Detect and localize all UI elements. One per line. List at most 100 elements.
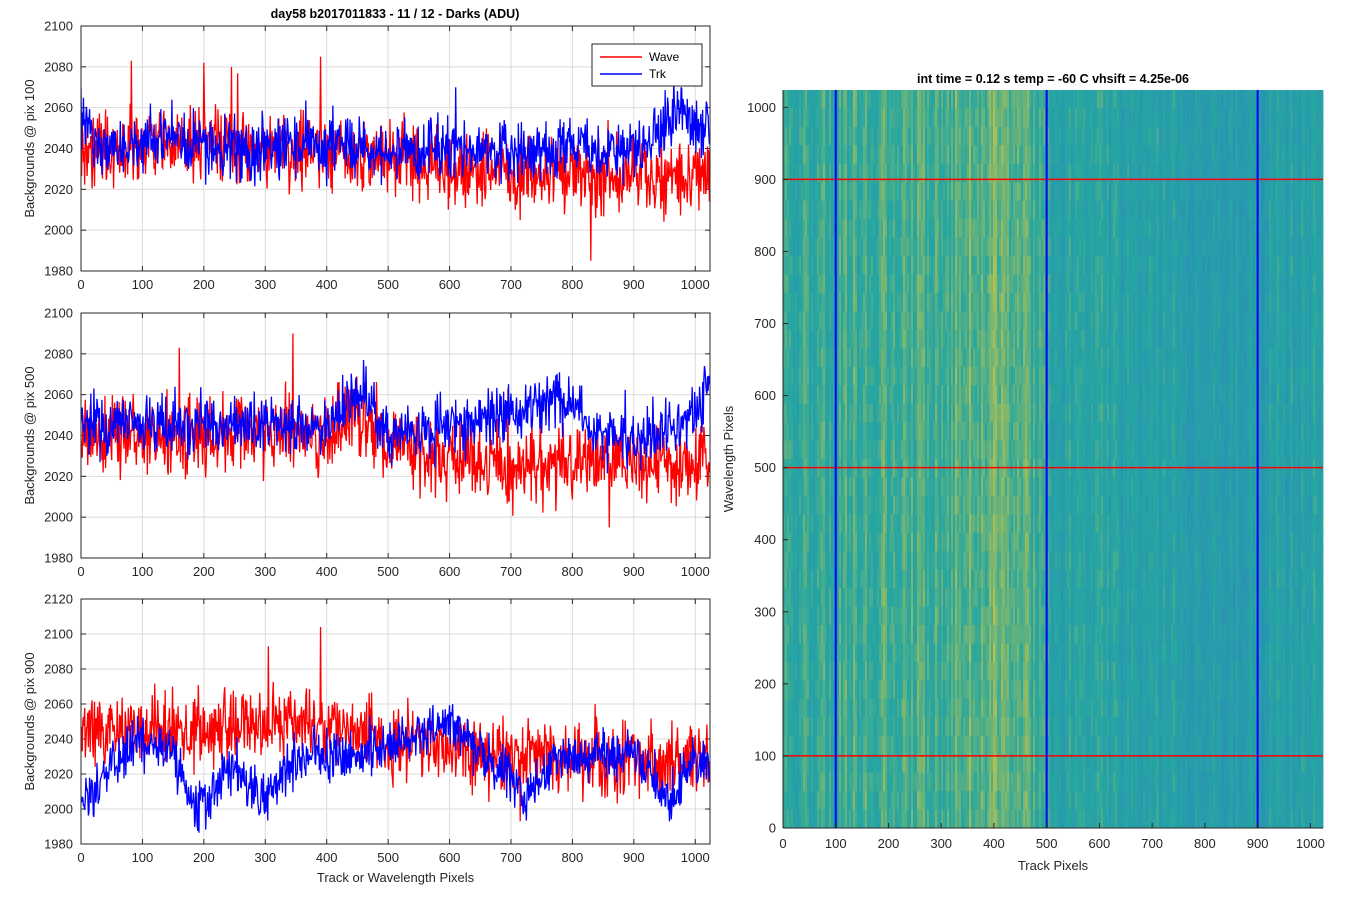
heatmap-cell [785,514,788,534]
heatmap-cell [869,145,872,165]
heatmap-cell [841,200,844,220]
heatmap-cell [793,698,796,718]
heatmap-cell [907,809,910,829]
heatmap-cell [933,514,936,534]
heatmap-cell [1001,348,1004,368]
heatmap-cell [983,292,986,312]
heatmap-cell [1013,90,1016,109]
heatmap-cell [807,569,810,589]
heatmap-cell [887,292,890,312]
heatmap-cell [849,588,852,607]
heatmap-cell [937,422,940,441]
heatmap-cell [967,606,970,626]
heatmap-cell [951,588,954,607]
heatmap-cell [993,440,996,460]
heatmap-cell [939,329,942,349]
heatmap-cell [985,90,988,109]
heatmap-cell [973,329,976,349]
heatmap-cell [985,459,988,478]
heatmap-cell [853,440,856,460]
heatmap-cell [953,182,956,202]
heatmap-cell [929,717,932,737]
heatmap-cell [867,754,870,774]
heatmap-cell [839,477,842,497]
heatmap-cell [839,126,842,146]
heatmap-cell [789,182,792,202]
heatmap-cell [881,403,884,423]
heatmap-cell [933,625,936,644]
heatmap-cell [851,385,854,405]
y-tick-label: 2080 [44,346,73,361]
heatmap-cell [861,551,864,571]
heatmap-cell [795,772,798,792]
heatmap-cell [841,625,844,644]
heatmap-cell [973,772,976,792]
heatmap-cell [851,440,854,460]
heatmap-cell [967,126,970,146]
heatmap-cell [923,477,926,497]
heatmap-cell [897,348,900,368]
heatmap-cell [951,698,954,718]
heatmap-cell [963,532,966,552]
heatmap-cell [857,495,860,515]
heatmap-cell [783,661,786,681]
heatmap-cell [1011,495,1014,515]
heatmap-cell [987,163,990,183]
heatmap-cell [819,735,822,755]
heatmap-cell [805,661,808,681]
heatmap-cell [803,495,806,515]
heatmap-cell [881,643,884,663]
heatmap-cell [919,163,922,183]
heatmap-cell [859,145,862,165]
heatmap-cell [959,698,962,718]
heatmap-cell [959,680,962,700]
heatmap-cell [889,348,892,368]
heatmap-cell [971,735,974,755]
heatmap-cell [805,422,808,441]
heatmap-cell [931,163,934,183]
heatmap-cell [957,366,960,386]
heatmap-cell [801,477,804,497]
heatmap-cell [967,182,970,202]
heatmap-cell [947,514,950,534]
heatmap-cell [811,329,814,349]
heatmap-cell [1015,661,1018,681]
heatmap-cell [989,772,992,792]
heatmap-cell [857,735,860,755]
heatmap-cell [953,200,956,220]
heatmap-cell [921,182,924,202]
heatmap-cell [923,754,926,774]
heatmap-cell [819,569,822,589]
heatmap-cell [929,90,932,109]
heatmap-cell [1017,735,1020,755]
heatmap-cell [949,551,952,571]
heatmap-cell [929,680,932,700]
heatmap-cell [879,477,882,497]
heatmap-cell [965,90,968,109]
heatmap-cell [827,329,830,349]
heatmap-cell [985,717,988,737]
heatmap-cell [997,182,1000,202]
heatmap-cell [795,274,798,294]
heatmap-cell [855,163,858,183]
heatmap-cell [1017,237,1020,257]
heatmap-cell [973,422,976,441]
heatmap-cell [947,772,950,792]
heatmap-cell [863,661,866,681]
heatmap-cell [871,477,874,497]
heatmap-cell [953,588,956,607]
heatmap-cell [885,163,888,183]
heatmap-cell [823,754,826,774]
heatmap-cell [961,514,964,534]
heatmap-cell [999,477,1002,497]
heatmap-cell [803,459,806,478]
heatmap-cell [969,569,972,589]
heatmap-cell [961,477,964,497]
heatmap-cell [833,311,836,331]
heatmap-cell [997,791,1000,810]
heatmap-cell [849,292,852,312]
heatmap-cell [807,698,810,718]
heatmap-cell [821,661,824,681]
heatmap-cell [815,237,818,257]
heatmap-cell [963,422,966,441]
